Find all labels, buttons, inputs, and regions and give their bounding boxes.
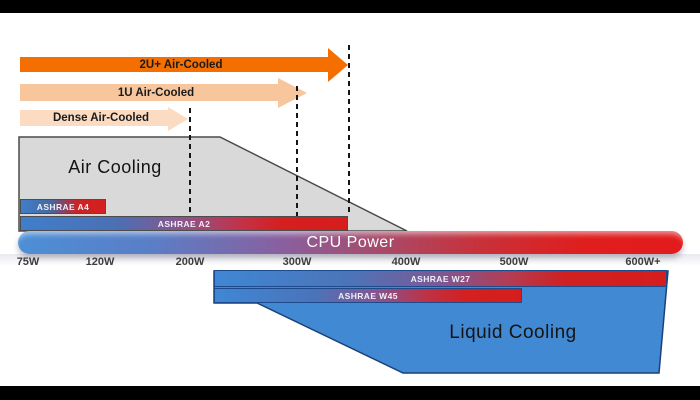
- ashrae-a2-label: ASHRAE A2: [157, 218, 211, 229]
- ashrae-w27-label: ASHRAE W27: [410, 273, 471, 284]
- arrow-2u-head-icon: [328, 48, 348, 82]
- arrow-dense-head-icon: [168, 107, 188, 131]
- ashrae-a4-label: ASHRAE A4: [36, 201, 90, 212]
- arrow-2u-label: 2U+ Air-Cooled: [139, 58, 223, 71]
- top-letterbox: [0, 0, 700, 13]
- axis-tick-500w: 500W: [499, 256, 529, 268]
- air-cooling-label: Air Cooling: [68, 157, 162, 177]
- arrow-2u-air-cooled: 2U+ Air-Cooled: [20, 57, 328, 72]
- axis-tick-400w: 400W: [391, 256, 421, 268]
- cpu-power-label: CPU Power: [306, 233, 395, 251]
- arrow-1u-head-icon: [278, 78, 307, 108]
- axis-tick-200w: 200W: [175, 256, 205, 268]
- ashrae-w45-bar: ASHRAE W45: [214, 288, 522, 303]
- axis-tick-120w: 120W: [85, 256, 115, 268]
- ashrae-w45-label: ASHRAE W45: [338, 290, 398, 301]
- liquid-cooling-label: Liquid Cooling: [449, 322, 577, 343]
- cpu-power-bar: CPU Power: [18, 231, 683, 254]
- axis-shadow-strip: [0, 254, 700, 269]
- arrow-dense-air-cooled: Dense Air-Cooled: [20, 110, 168, 126]
- axis-tick-75w: 75W: [16, 256, 40, 268]
- ashrae-a2-bar: ASHRAE A2: [20, 216, 348, 231]
- ashrae-a4-bar: ASHRAE A4: [20, 199, 106, 214]
- dashed-guide-300w: [296, 86, 298, 216]
- bottom-letterbox: [0, 386, 700, 400]
- axis-tick-300w: 300W: [282, 256, 312, 268]
- arrow-dense-label: Dense Air-Cooled: [52, 112, 150, 124]
- dashed-guide-350w: [348, 45, 350, 216]
- axis-tick-600w: 600W+: [625, 256, 661, 268]
- dashed-guide-200w: [189, 108, 191, 216]
- ashrae-w27-bar: ASHRAE W27: [214, 270, 667, 287]
- arrow-1u-air-cooled: 1U Air-Cooled: [20, 84, 278, 101]
- arrow-1u-label: 1U Air-Cooled: [117, 86, 195, 99]
